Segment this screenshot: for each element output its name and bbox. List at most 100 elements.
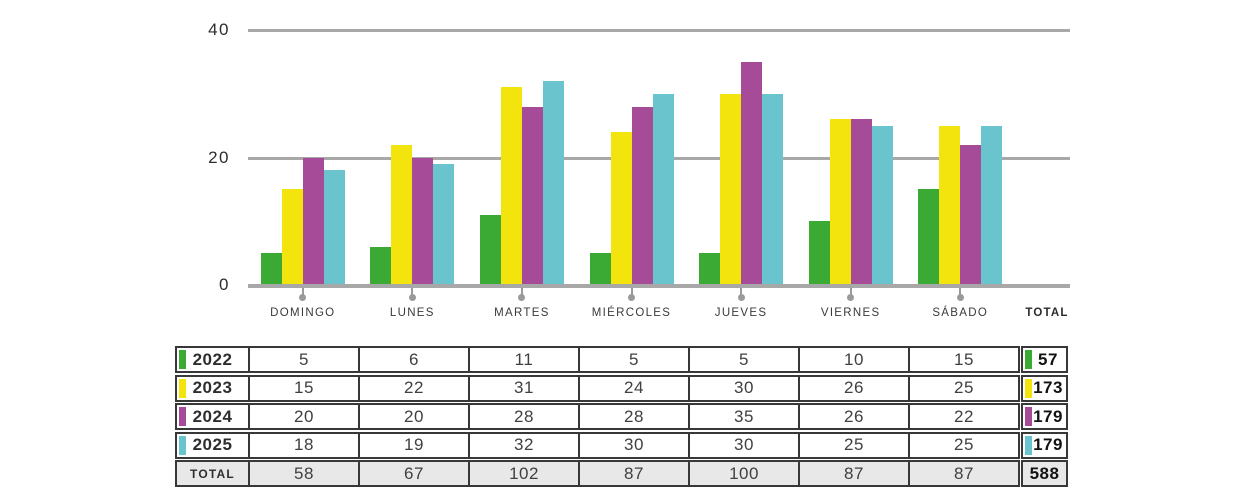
bar-2025-JUEVES (762, 93, 784, 285)
value-cell: 5 (578, 346, 690, 373)
row-header-2023: 2023 (175, 374, 250, 402)
x-axis-tick-dot (628, 294, 635, 301)
x-axis-line (248, 284, 1070, 288)
table-row-2022: 2022 5 6 11 5 5 10 15 57 (175, 346, 1068, 373)
x-axis-tick-dot (847, 294, 855, 301)
value-cell: 15 (248, 374, 360, 402)
total-swatch-2025 (1025, 435, 1032, 455)
bar-2024-JUEVES (741, 61, 763, 285)
x-axis-label-4: JUEVES (714, 307, 768, 319)
value-cell: 31 (468, 374, 580, 402)
x-axis-label-0: DOMINGO (270, 307, 336, 319)
value-cell: 67 (358, 460, 470, 487)
bar-2024-VIERNES (850, 119, 872, 285)
value-cell: 25 (908, 374, 1020, 402)
legend-swatch-2024 (179, 407, 186, 426)
value-cell: 11 (468, 346, 580, 373)
value-cell: 20 (248, 403, 360, 430)
row-total-2022: 57 (1021, 346, 1068, 373)
value-cell: 20 (358, 403, 470, 430)
row-header-2025: 2025 (175, 431, 250, 459)
value-cell: 58 (248, 460, 360, 487)
bar-2025-SÁBADO (981, 125, 1003, 285)
row-total-2023: 173 (1021, 374, 1068, 402)
bar-2023-MARTES (500, 87, 522, 285)
value-cell: 22 (908, 403, 1020, 430)
legend-swatch-2025 (179, 435, 186, 455)
bar-2025-MARTES (542, 81, 564, 285)
table-row-TOTAL: TOTAL 58 67 102 87 100 87 87 588 (175, 460, 1068, 487)
value-cell: 15 (908, 346, 1020, 373)
x-axis-tick-dot (737, 294, 745, 301)
x-axis-tick (959, 288, 962, 296)
bar-2024-DOMINGO (302, 157, 324, 285)
data-table: 2022 5 6 11 5 5 10 15 57 2023 15 22 31 24 30 26 25 173 202… (175, 346, 1068, 488)
value-cell: 26 (798, 374, 910, 402)
table-row-2025: 2025 18 19 32 30 30 25 25 179 (175, 431, 1068, 459)
row-total-2025: 179 (1021, 431, 1068, 459)
y-axis-tick-label: 40 (208, 20, 230, 39)
bar-2022-DOMINGO (260, 253, 282, 285)
bar-2023-LUNES (391, 144, 413, 285)
bar-2022-VIERNES (808, 221, 830, 285)
x-axis-tick-dot (518, 294, 526, 301)
bar-2025-VIERNES (871, 125, 893, 285)
bar-2022-MIÉRCOLES (589, 253, 611, 285)
bar-2024-MARTES (521, 106, 543, 285)
x-axis-tick-dot (299, 294, 307, 301)
value-cell: 87 (578, 460, 690, 487)
x-axis-label-5: VIERNES (820, 307, 881, 319)
x-axis-label-3: MIÉRCOLES (591, 307, 672, 319)
bar-2022-LUNES (370, 246, 392, 285)
value-cell: 30 (578, 431, 690, 459)
bar-2024-LUNES (412, 157, 434, 285)
value-cell: 100 (688, 460, 800, 487)
bar-2024-SÁBADO (960, 144, 982, 285)
value-cell: 28 (578, 403, 690, 430)
value-cell: 25 (798, 431, 910, 459)
row-total-TOTAL: 588 (1021, 460, 1068, 487)
bar-2023-MIÉRCOLES (610, 132, 632, 285)
bar-2022-SÁBADO (918, 189, 940, 285)
value-cell: 87 (798, 460, 910, 487)
value-cell: 18 (248, 431, 360, 459)
x-axis-tick (301, 288, 304, 296)
value-cell: 30 (688, 431, 800, 459)
value-cell: 10 (798, 346, 910, 373)
bar-2025-MIÉRCOLES (652, 93, 674, 285)
bar-2025-DOMINGO (323, 170, 345, 285)
gridline-40 (248, 29, 1070, 32)
table-row-2023: 2023 15 22 31 24 30 26 25 173 (175, 374, 1068, 402)
x-axis-label-1: LUNES (389, 307, 435, 319)
row-header-2024: 2024 (175, 403, 250, 430)
bar-2023-JUEVES (720, 93, 742, 285)
x-axis-label-6: SÁBADO (932, 307, 989, 319)
y-axis-tick-label: 20 (208, 147, 230, 167)
row-header-TOTAL: TOTAL (175, 460, 250, 487)
value-cell: 19 (358, 431, 470, 459)
total-swatch-2024 (1025, 407, 1032, 426)
value-cell: 6 (358, 346, 470, 373)
x-axis-tick (740, 288, 743, 296)
legend-swatch-2023 (179, 378, 186, 398)
row-header-2022: 2022 (175, 346, 250, 373)
value-cell: 26 (798, 403, 910, 430)
x-axis-tick (630, 288, 633, 296)
bar-2023-SÁBADO (939, 125, 961, 285)
value-cell: 5 (248, 346, 360, 373)
x-axis-tick (411, 288, 414, 296)
value-cell: 102 (468, 460, 580, 487)
value-cell: 87 (908, 460, 1020, 487)
x-axis-tick (849, 288, 852, 296)
value-cell: 35 (688, 403, 800, 430)
x-axis-tick-dot (408, 294, 416, 301)
bar-2024-MIÉRCOLES (631, 106, 653, 285)
value-cell: 24 (578, 374, 690, 402)
row-total-2024: 179 (1021, 403, 1068, 430)
value-cell: 5 (688, 346, 800, 373)
total-swatch-2023 (1025, 378, 1032, 398)
x-axis-tick-dot (956, 294, 964, 301)
y-axis-tick-label: 0 (219, 275, 230, 294)
value-cell: 28 (468, 403, 580, 430)
